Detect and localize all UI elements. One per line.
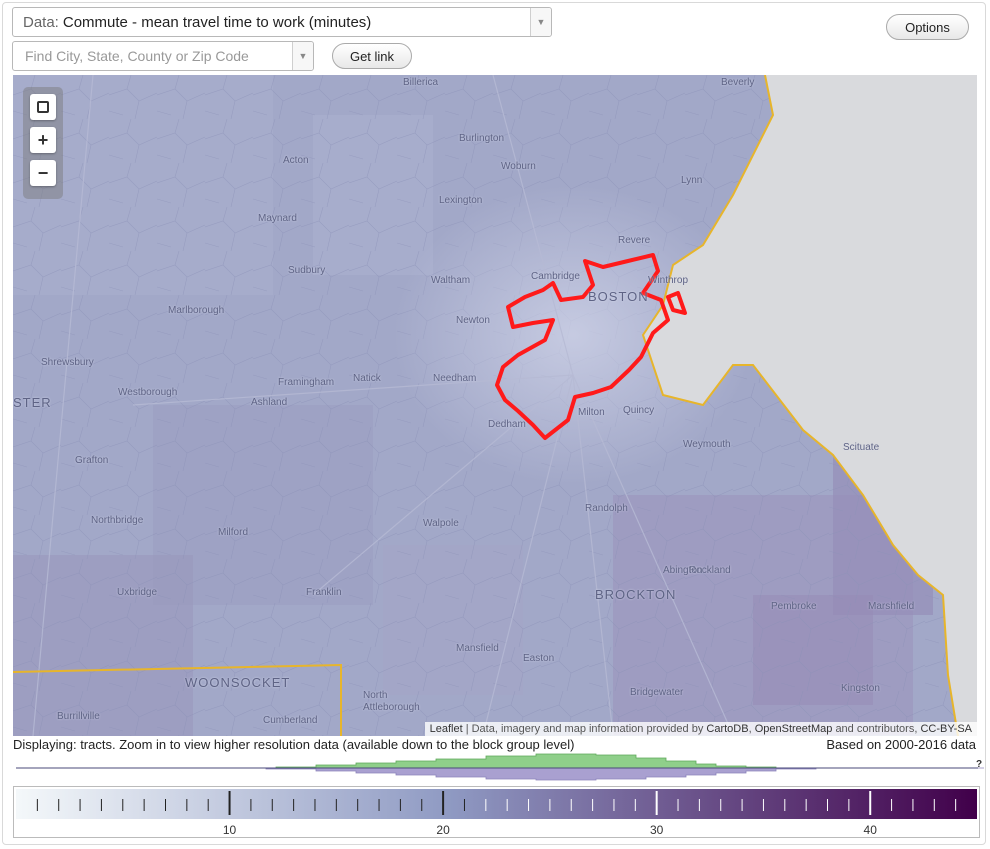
fullscreen-icon <box>37 101 49 113</box>
place-label: Uxbridge <box>117 587 158 598</box>
place-label: Weymouth <box>683 439 731 450</box>
place-label: Cambridge <box>531 271 580 282</box>
selection-distribution <box>16 753 777 769</box>
data-variable-select[interactable]: Data: Commute - mean travel time to work… <box>12 7 552 37</box>
attribution-and: and contributors, <box>835 723 918 735</box>
place-label: Scituate <box>843 442 880 453</box>
road-lines <box>32 75 734 736</box>
license-link[interactable]: CC-BY-SA <box>920 723 972 735</box>
place-label: Bridgewater <box>630 687 684 698</box>
place-label: Maynard <box>258 213 297 224</box>
place-label: Easton <box>523 653 555 664</box>
place-label: Newton <box>456 315 490 326</box>
state-border <box>13 663 342 736</box>
place-label: Revere <box>618 235 651 246</box>
options-button[interactable]: Options <box>886 14 969 40</box>
place-label: Burlington <box>459 133 505 144</box>
place-label: Beverly <box>721 77 755 88</box>
place-label: Natick <box>353 373 381 384</box>
legend-tick-label: 40 <box>863 823 877 837</box>
place-label: North <box>363 690 388 701</box>
place-label: WOONSOCKET <box>185 675 291 690</box>
leaflet-link[interactable]: Leaflet <box>429 723 463 735</box>
legend-tick-label: 30 <box>649 823 664 837</box>
place-label: Randolph <box>585 503 628 514</box>
place-label: Rockland <box>689 565 731 576</box>
place-label: Lynn <box>681 175 703 186</box>
place-label: Grafton <box>75 455 109 466</box>
legend-tick-label: 20 <box>436 823 450 837</box>
place-label: Ashland <box>251 397 288 408</box>
displaying-status: Displaying: tracts. Zoom in to view high… <box>13 737 575 752</box>
place-label: Cumberland <box>263 715 318 726</box>
place-label: Northbridge <box>91 515 144 526</box>
place-label: Shrewsbury <box>41 357 94 368</box>
data-years: Based on 2000-2016 data <box>826 737 976 752</box>
place-label: Marlborough <box>168 305 225 316</box>
help-link[interactable]: ? <box>976 759 983 770</box>
legend-color-bar[interactable] <box>16 789 977 819</box>
place-label: Needham <box>433 373 477 384</box>
zoom-in-button[interactable]: + <box>30 127 56 153</box>
place-label: Abington <box>663 565 703 576</box>
ocean-area <box>643 75 977 736</box>
coastline <box>641 75 959 736</box>
cartodb-link[interactable]: CartoDB <box>706 723 749 735</box>
place-label: BOSTON <box>588 289 649 304</box>
distribution-histogram <box>16 753 984 781</box>
place-label: Attleborough <box>363 702 420 713</box>
place-label: Billerica <box>403 77 439 88</box>
place-label: Sudbury <box>288 265 326 276</box>
attribution-text: | Data, imagery and map information prov… <box>465 723 704 735</box>
place-label: Dedham <box>488 419 526 430</box>
legend-gradient <box>16 789 977 819</box>
legend-ticks <box>36 791 957 815</box>
place-label: Franklin <box>306 587 342 598</box>
choropleth-map[interactable]: + − Billerica Beverly Burlington Acton Wobur… <box>13 75 977 736</box>
zoom-out-button[interactable]: − <box>30 160 56 186</box>
place-label: Acton <box>283 155 309 166</box>
place-label: Mansfield <box>456 643 499 654</box>
place-label: Framingham <box>278 377 335 388</box>
place-label: Walpole <box>423 518 459 529</box>
place-label: Westborough <box>118 387 178 398</box>
place-label: Marshfield <box>868 601 915 612</box>
legend-tick-label: 10 <box>222 823 237 837</box>
place-label: BROCKTON <box>595 587 677 602</box>
place-label: Waltham <box>431 275 471 286</box>
data-select-prefix: Data: <box>23 13 59 31</box>
osm-link[interactable]: OpenStreetMap <box>754 723 833 735</box>
place-label: Pembroke <box>771 601 817 612</box>
zoom-controls: + − <box>23 87 63 199</box>
location-search[interactable]: ▼ <box>12 41 314 71</box>
data-select-value: Commute - mean travel time to work (minu… <box>62 13 372 31</box>
location-search-input[interactable] <box>23 47 287 65</box>
chevron-down-icon[interactable]: ▼ <box>530 8 551 36</box>
place-label: Burrillville <box>57 711 100 722</box>
chevron-down-icon[interactable]: ▼ <box>292 42 313 70</box>
place-label: Milton <box>578 407 605 418</box>
place-label: Winthrop <box>648 275 689 286</box>
map-canvas[interactable] <box>13 75 977 736</box>
map-attribution: Leaflet | Data, imagery and map informat… <box>424 722 977 736</box>
place-label: Milford <box>218 527 249 538</box>
urban-core-glow <box>393 185 753 485</box>
place-label: STER <box>13 395 52 410</box>
place-label: Woburn <box>501 161 536 172</box>
overall-distribution <box>16 767 984 781</box>
color-legend: 10 20 30 40 <box>13 786 980 838</box>
place-label: Kingston <box>841 683 880 694</box>
fit-bounds-button[interactable] <box>30 94 56 120</box>
selected-region-outline <box>495 253 687 440</box>
get-link-button[interactable]: Get link <box>332 43 412 69</box>
place-label: Quincy <box>623 405 655 416</box>
place-label: Lexington <box>439 195 483 206</box>
